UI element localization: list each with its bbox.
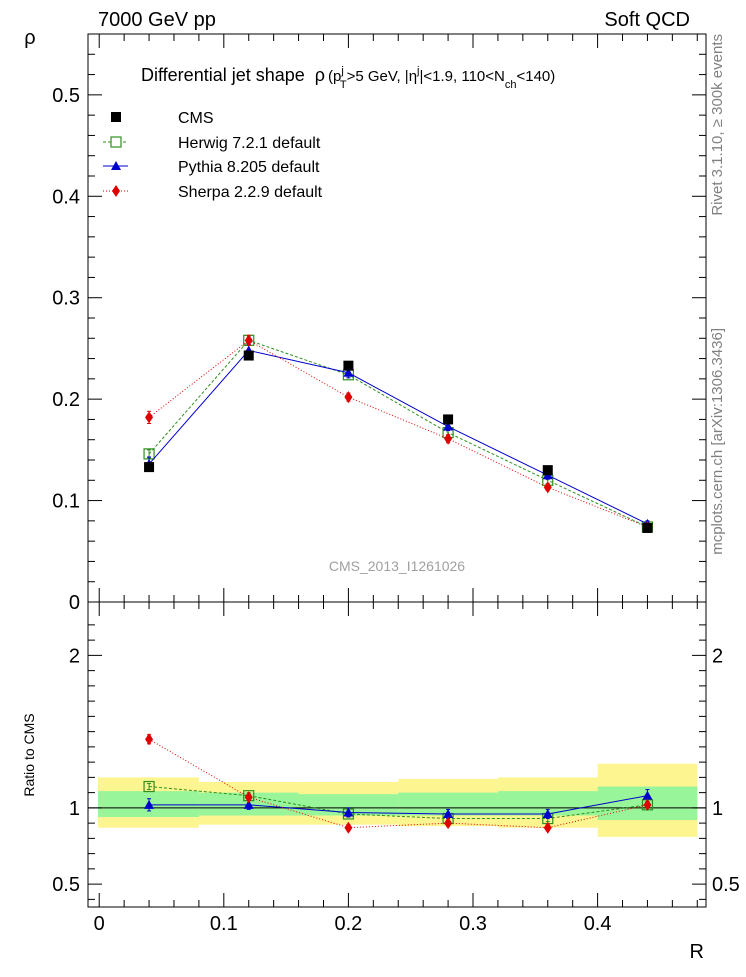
main-y-zero-label: 0 bbox=[69, 592, 80, 614]
chart-title: Differential jet shape ρ (pj T>5 GeV, |ηj|<… bbox=[141, 65, 555, 91]
main-y-tick-label: 0.1 bbox=[52, 491, 80, 513]
title-pt-sup: j bbox=[340, 65, 343, 77]
main-y-axis-label: ρ bbox=[24, 27, 35, 49]
ratio-series bbox=[143, 733, 654, 834]
title-eta-sup: j bbox=[416, 65, 419, 77]
ratio-point-sherpa bbox=[244, 791, 253, 804]
main-panel: 0.1 0.2 0.3 0.4 0.5 0 bbox=[52, 33, 707, 614]
main-point-sherpa bbox=[145, 411, 154, 424]
ratio-y-tick-label: 2 bbox=[69, 645, 80, 667]
ratio-line-pythia bbox=[149, 795, 648, 815]
legend-label-pythia: Pythia 8.205 default bbox=[178, 159, 320, 176]
ratio-point-sherpa bbox=[344, 821, 353, 834]
ratio-band-inner bbox=[398, 792, 498, 816]
ratio-point-herwig bbox=[143, 780, 155, 793]
mcplots-label: mcplots.cern.ch [arXiv:1306.3436] bbox=[709, 328, 726, 555]
ratio-point-sherpa bbox=[543, 821, 552, 834]
x-tick-label: 0.4 bbox=[584, 913, 612, 935]
main-point-cms bbox=[542, 465, 553, 476]
ratio-point-pythia bbox=[443, 808, 454, 818]
ratio-y-tick-label: 1 bbox=[69, 798, 80, 820]
ratio-point-sherpa bbox=[643, 798, 652, 811]
ratio-y-tick-label-right: 1 bbox=[712, 798, 723, 820]
analysis-watermark: CMS_2013_I1261026 bbox=[329, 558, 465, 574]
main-y-tick-label: 0.4 bbox=[52, 186, 80, 208]
main-point-sherpa bbox=[543, 481, 552, 494]
legend: CMS Herwig 7.2.1 default Pythia 8.205 de… bbox=[103, 110, 323, 201]
main-axis-ticks: 0.1 0.2 0.3 0.4 0.5 0 bbox=[52, 34, 706, 614]
main-line-pythia bbox=[148, 349, 648, 525]
ratio-point-pythia bbox=[144, 799, 155, 809]
title-pt-sub: T bbox=[340, 79, 347, 91]
main-point-cms bbox=[343, 360, 354, 371]
main-line-sherpa bbox=[148, 339, 648, 528]
ratio-point-sherpa bbox=[444, 817, 453, 830]
main-point-cms bbox=[144, 462, 155, 473]
ratio-point-pythia bbox=[542, 808, 553, 818]
header-right: Soft QCD bbox=[604, 9, 690, 31]
title-eta-cond: |<1.9, 110<N bbox=[420, 68, 505, 85]
legend-marker-sherpa bbox=[112, 185, 120, 197]
main-y-tick-label: 0.5 bbox=[52, 85, 80, 107]
ratio-y-tick-label-right: 0.5 bbox=[712, 874, 740, 896]
main-point-sherpa bbox=[444, 432, 453, 445]
legend-marker-pythia bbox=[111, 161, 121, 170]
legend-label-herwig: Herwig 7.2.1 default bbox=[178, 135, 321, 152]
ratio-point-pythia bbox=[642, 790, 653, 800]
title-nch-sub: ch bbox=[505, 79, 517, 91]
ratio-point-pythia bbox=[343, 807, 354, 817]
main-point-cms bbox=[642, 522, 653, 533]
main-y-tick-label: 0.2 bbox=[52, 389, 80, 411]
ratio-panel: 0.5 0.5 1 1 2 2 0 0.1 0.2 0.3 0.4 bbox=[52, 601, 740, 935]
ratio-frame bbox=[87, 601, 707, 908]
ratio-point-pythia bbox=[243, 799, 254, 809]
main-line-herwig bbox=[148, 339, 648, 528]
ratio-point-sherpa bbox=[145, 733, 154, 746]
rivet-label: Rivet 3.1.10, ≥ 300k events bbox=[709, 34, 726, 216]
main-point-sherpa bbox=[244, 334, 253, 347]
x-tick-label: 0.3 bbox=[459, 913, 487, 935]
title-p: (p bbox=[328, 68, 341, 85]
main-point-cms bbox=[243, 350, 254, 361]
main-point-sherpa bbox=[344, 391, 353, 404]
legend-label-sherpa: Sherpa 2.2.9 default bbox=[178, 184, 323, 201]
x-tick-label: 0.1 bbox=[210, 913, 238, 935]
legend-marker-herwig bbox=[110, 136, 122, 148]
title-pt-cond: >5 GeV, |η bbox=[347, 68, 417, 85]
ratio-line-sherpa bbox=[148, 738, 648, 829]
legend-marker-cms bbox=[111, 112, 121, 122]
legend-label-cms: CMS bbox=[178, 110, 214, 127]
main-series bbox=[143, 334, 654, 533]
title-rho: ρ bbox=[315, 65, 325, 85]
ratio-y-tick-label: 0.5 bbox=[52, 874, 80, 896]
main-point-pythia bbox=[343, 367, 354, 377]
x-axis-label: R bbox=[690, 941, 704, 963]
ratio-axis-ticks: 0.5 0.5 1 1 2 2 0 0.1 0.2 0.3 0.4 bbox=[52, 602, 740, 935]
ratio-bands bbox=[88, 763, 706, 837]
x-tick-label: 0.2 bbox=[335, 913, 363, 935]
header-left: 7000 GeV pp bbox=[98, 9, 216, 31]
main-y-tick-label: 0.3 bbox=[52, 288, 80, 310]
title-nch-cond: <140) bbox=[516, 68, 555, 85]
main-point-pythia bbox=[443, 421, 454, 431]
main-point-cms bbox=[443, 414, 454, 425]
x-tick-label: 0 bbox=[94, 913, 105, 935]
ratio-line-herwig bbox=[149, 786, 648, 820]
ratio-y-tick-label-right: 2 bbox=[712, 645, 723, 667]
title-main: Differential jet shape bbox=[141, 65, 305, 85]
ratio-y-axis-label: Ratio to CMS bbox=[21, 713, 37, 796]
